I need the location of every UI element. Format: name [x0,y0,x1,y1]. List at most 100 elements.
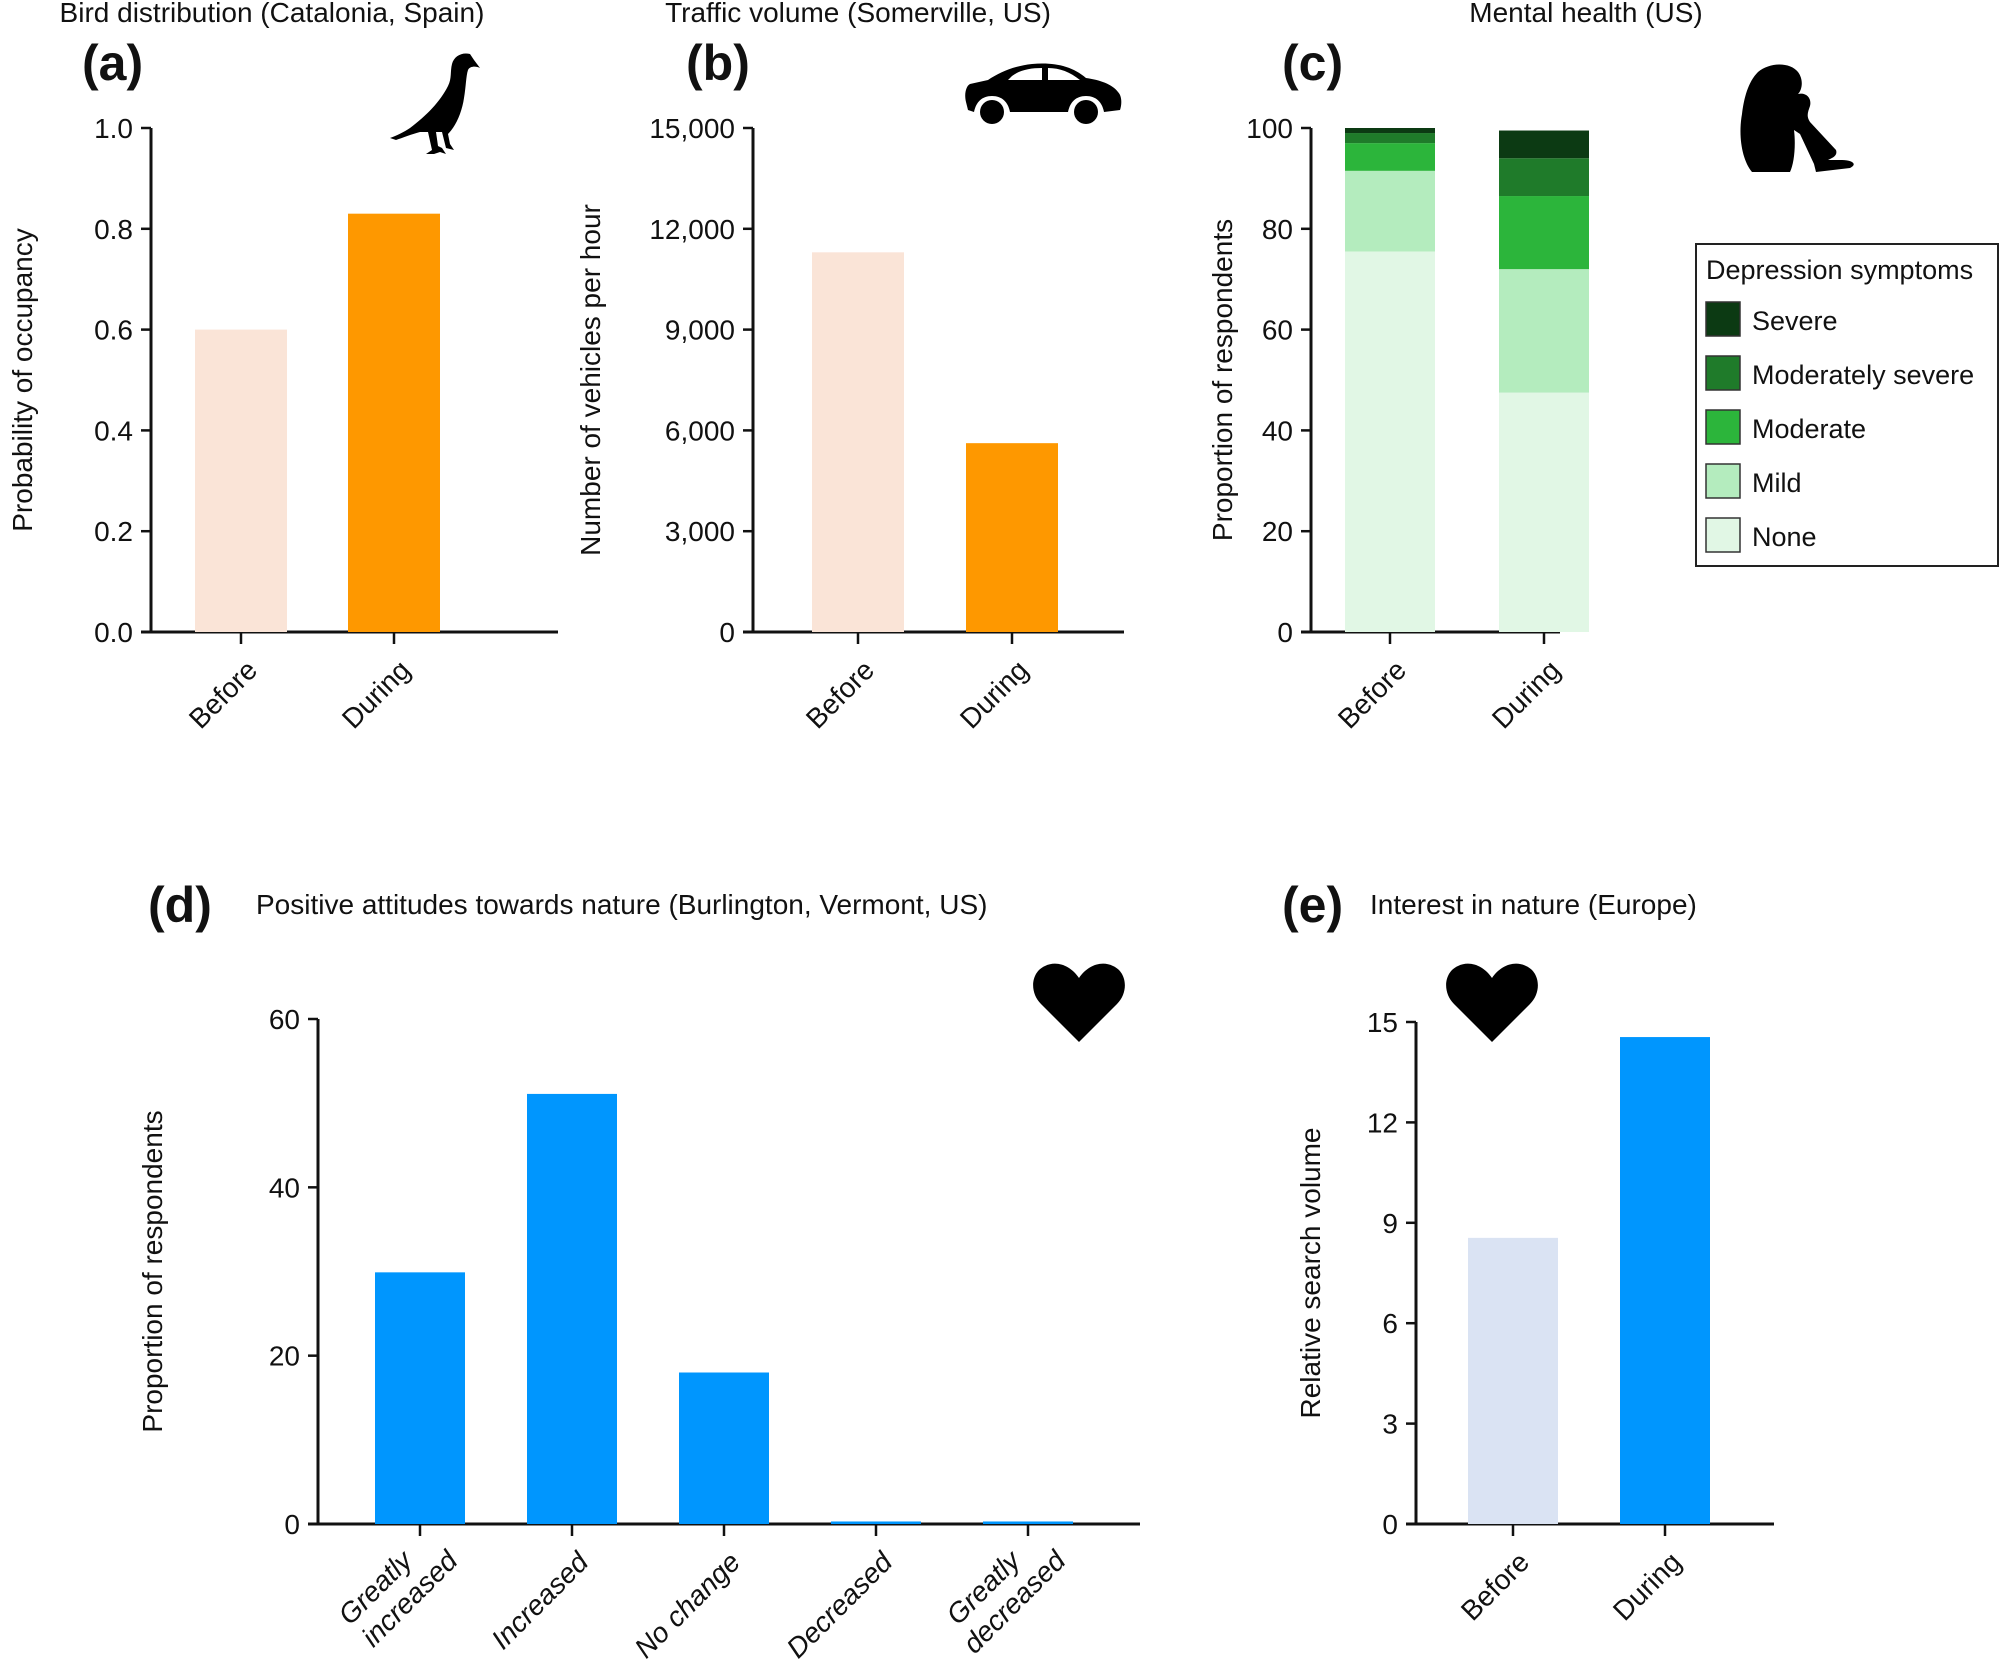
y-tick-label: 3 [1382,1409,1398,1440]
bar-segment-moderate [1499,196,1589,270]
panel-e-letter: (e) [1282,877,1343,933]
bar-segment-severe [1499,130,1589,159]
bar [1468,1237,1558,1524]
bar-segment-mild [1499,269,1589,393]
legend-swatch [1705,463,1741,499]
x-category-label: Greatlydecreased [934,1521,1072,1659]
y-tick-label: 12,000 [649,214,735,245]
y-tick-label: 0.0 [94,617,133,648]
y-axis-title: Proportion of respondents [1207,219,1238,541]
bar [1620,1037,1710,1524]
panel-d-plot: 0 20 40 60 Proportion of respondents Greatlyi… [137,1004,1140,1664]
heart-icon [1033,963,1125,1042]
bar [348,213,440,632]
heart-icon [1446,963,1538,1042]
y-tick-label: 20 [1262,516,1293,547]
x-category-label: Greatlyincreased [332,1521,464,1653]
x-category-label: Before [1332,654,1412,734]
y-tick-label: 60 [269,1004,300,1035]
panel-a: Bird distribution (Catalonia, Spain) (a)… [7,0,558,734]
y-tick-label: 60 [1262,315,1293,346]
bar [195,329,287,632]
panel-d-title: Positive attitudes towards nature (Burli… [256,889,987,920]
bar [527,1093,617,1524]
bar [812,252,904,632]
bar-segment-moderate [1345,143,1435,171]
legend-swatch [1705,517,1741,553]
bar [375,1272,465,1524]
bar-segment-moderately-severe [1499,158,1589,197]
legend-item-label: Severe [1752,306,1838,336]
y-tick-label: 6 [1382,1308,1398,1339]
legend-box [1695,243,1999,567]
bar [679,1372,769,1524]
legend-swatch [1705,355,1741,391]
y-tick-label: 0 [1277,617,1293,648]
x-category-label: No change [628,1546,746,1664]
bar-segment-none [1345,251,1435,633]
bird-icon [390,53,480,154]
panel-e-plot: 0 3 6 9 12 15 Relative search volume Before Duri… [1295,1007,1774,1626]
legend-item-label: None [1752,522,1817,552]
panel-c-title: Mental health (US) [1469,0,1702,28]
y-tick-label: 0.8 [94,214,133,245]
panel-e-title: Interest in nature (Europe) [1370,889,1697,920]
bar [983,1521,1073,1524]
bar-segment-severe [1345,128,1435,134]
y-tick-label: 40 [269,1172,300,1203]
car-icon [965,63,1122,124]
bar-segment-mild [1345,170,1435,252]
y-tick-label: 100 [1246,113,1293,144]
x-category-label: Decreased [780,1545,899,1664]
y-tick-label: 1.0 [94,113,133,144]
x-category-label: Before [183,654,263,734]
panel-c-plot: 0 20 40 60 80 100 Proportion of respondents Bef… [1207,113,1589,734]
x-category-label: Before [1455,1546,1535,1626]
y-axis-title: Number of vehicles per hour [575,204,606,556]
panel-e: (e) Interest in nature (Europe) 0 3 6 9 12 15… [1282,877,1774,1626]
y-tick-label: 0.6 [94,315,133,346]
y-tick-label: 9,000 [665,315,735,346]
y-tick-label: 6,000 [665,415,735,446]
y-axis-title: Relative search volume [1295,1127,1326,1418]
y-tick-label: 0.4 [94,415,133,446]
legend-item-label: Moderately severe [1752,360,1974,390]
x-category-label: During [954,654,1034,734]
y-tick-label: 0 [284,1509,300,1540]
y-tick-label: 9 [1382,1208,1398,1239]
x-category-label: Before [800,654,880,734]
y-axis-title: Probability of occupancy [7,228,38,532]
y-tick-label: 0 [1382,1509,1398,1540]
panel-d: (d) Positive attitudes towards nature (B… [137,877,1140,1664]
panel-b-title: Traffic volume (Somerville, US) [665,0,1051,28]
y-tick-label: 40 [1262,415,1293,446]
panel-d-letter: (d) [148,877,212,933]
y-axis-title: Proportion of respondents [137,1110,168,1432]
bar [966,443,1058,632]
bar-segment-none [1499,392,1589,632]
legend-title: Depression symptoms [1706,255,1973,285]
x-category-label: During [336,654,416,734]
panel-a-letter: (a) [82,35,143,91]
legend-item-label: Moderate [1752,414,1866,444]
y-tick-label: 80 [1262,214,1293,245]
panel-a-plot: 0.0 0.2 0.4 0.6 0.8 1.0 Probability of occupan… [7,113,558,734]
x-category-label: Increased [485,1545,595,1655]
bar-segment-moderately-severe [1345,133,1435,144]
legend-item-label: Mild [1752,468,1802,498]
y-tick-label: 3,000 [665,516,735,547]
y-tick-label: 15 [1367,1007,1398,1038]
panel-b-letter: (b) [686,35,750,91]
sad-person-icon [1740,64,1854,172]
y-tick-label: 20 [269,1341,300,1372]
panel-a-title: Bird distribution (Catalonia, Spain) [60,0,485,28]
legend: Depression symptoms Severe Moderately seve… [1695,243,1999,567]
y-tick-label: 0 [719,617,735,648]
x-category-label: During [1607,1546,1687,1626]
panel-b: Traffic volume (Somerville, US) (b) 0 3,0… [575,0,1124,734]
y-tick-label: 15,000 [649,113,735,144]
legend-swatch [1705,409,1741,445]
legend-swatch [1705,301,1741,337]
y-tick-label: 0.2 [94,516,133,547]
